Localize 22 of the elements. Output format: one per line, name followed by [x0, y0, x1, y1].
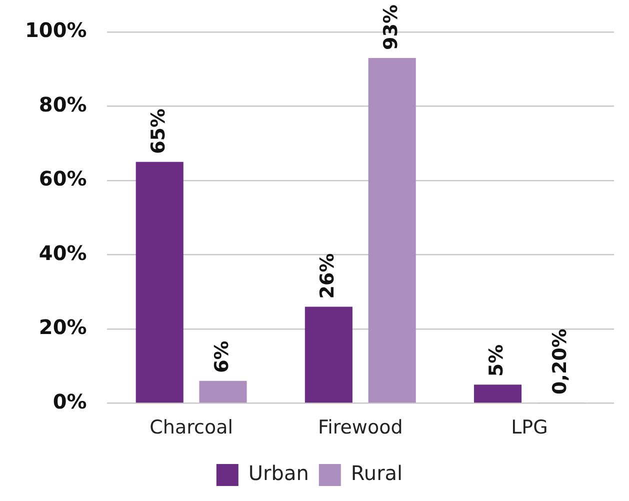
y-tick-label: 100%	[24, 18, 87, 42]
data-label: 0,20%	[549, 328, 572, 394]
legend-label: Urban	[248, 461, 309, 486]
x-tick-label: LPG	[511, 416, 548, 439]
bar	[368, 58, 416, 403]
data-label: 5%	[486, 344, 508, 377]
y-tick-label: 40%	[38, 240, 87, 265]
y-tick-label: 0%	[52, 389, 87, 414]
bar	[136, 162, 184, 403]
data-label: 26%	[316, 253, 339, 299]
data-label: 93%	[380, 4, 402, 50]
data-label: 65%	[148, 108, 170, 154]
legend-label: Rural	[350, 461, 403, 486]
data-label: 6%	[210, 340, 233, 373]
y-tick-label: 60%	[38, 166, 87, 191]
bar	[474, 384, 522, 403]
y-tick-label: 80%	[38, 92, 87, 116]
bar	[304, 306, 352, 403]
x-tick-label: Firewood	[318, 416, 403, 439]
bar	[199, 380, 247, 403]
x-tick-label: Charcoal	[150, 416, 233, 439]
y-tick-label: 20%	[38, 315, 87, 340]
